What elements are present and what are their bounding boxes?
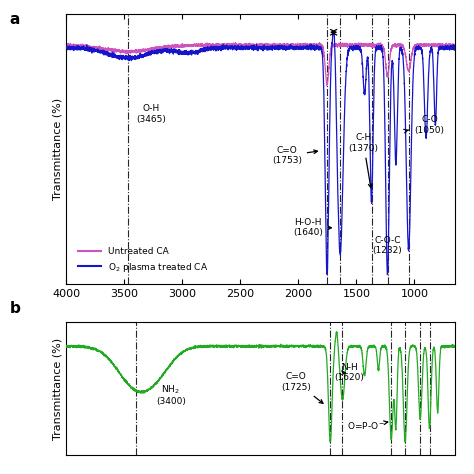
Text: C-O-C
(1232): C-O-C (1232) xyxy=(373,236,402,255)
Text: C-O
(1050): C-O (1050) xyxy=(404,115,445,135)
Text: b: b xyxy=(9,301,20,316)
Text: C=O
(1753): C=O (1753) xyxy=(272,146,318,165)
Text: H-O-H
(1640): H-O-H (1640) xyxy=(293,218,331,237)
Text: NH$_2$
(3400): NH$_2$ (3400) xyxy=(156,383,186,406)
Text: C=O
(1725): C=O (1725) xyxy=(281,373,323,403)
X-axis label: Wavenumber(cm$^{-1}$): Wavenumber(cm$^{-1}$) xyxy=(197,338,324,356)
Legend: Untreated CA, O$_2$ plasma treated CA: Untreated CA, O$_2$ plasma treated CA xyxy=(75,244,212,277)
Text: O=P-O$^-$: O=P-O$^-$ xyxy=(346,420,388,431)
Text: O-H
(3465): O-H (3465) xyxy=(136,104,166,124)
Y-axis label: Transmittance (%): Transmittance (%) xyxy=(52,337,62,440)
Text: C-H
(1370): C-H (1370) xyxy=(348,133,378,188)
Text: a: a xyxy=(9,12,20,27)
Text: N-H
(1620): N-H (1620) xyxy=(335,363,365,383)
Y-axis label: Transmittance (%): Transmittance (%) xyxy=(52,98,62,201)
